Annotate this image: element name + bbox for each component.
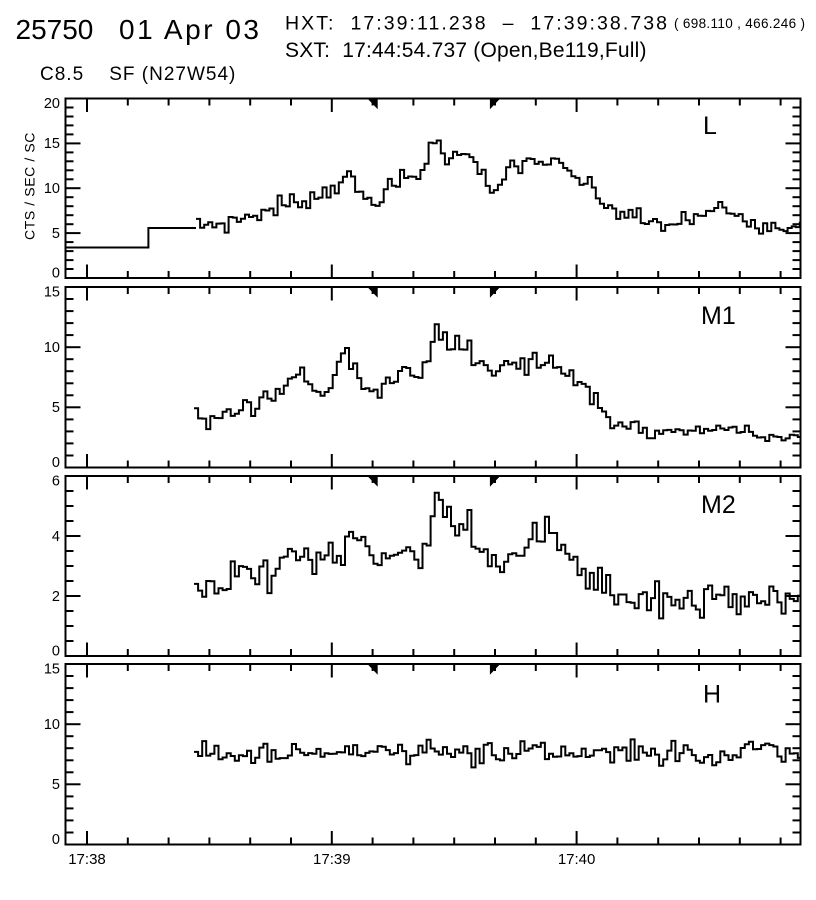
svg-text:5: 5 bbox=[52, 400, 60, 416]
svg-text:20: 20 bbox=[44, 96, 60, 112]
svg-text:15: 15 bbox=[44, 662, 60, 678]
svg-text:10: 10 bbox=[44, 181, 60, 197]
svg-text:01 Apr 03: 01 Apr 03 bbox=[119, 14, 259, 45]
svg-text:17:40: 17:40 bbox=[558, 851, 596, 868]
svg-text:25750: 25750 bbox=[16, 14, 94, 45]
svg-text:17:39: 17:39 bbox=[313, 851, 351, 868]
svg-text:SXT: 17:44:54.737 (Open,Be119: SXT: 17:44:54.737 (Open,Be119,Full) bbox=[285, 39, 647, 62]
svg-text:15: 15 bbox=[44, 136, 60, 152]
svg-text:HXT: 17:39:11.238 – 17:39:3: HXT: 17:39:11.238 – 17:39:38.738 bbox=[285, 13, 667, 35]
svg-text:M1: M1 bbox=[701, 302, 736, 330]
svg-text:15: 15 bbox=[44, 285, 60, 301]
svg-text:C8.5 SF (N27W54): C8.5 SF (N27W54) bbox=[40, 64, 236, 85]
svg-text:H: H bbox=[703, 681, 721, 709]
svg-text:4: 4 bbox=[52, 529, 60, 545]
svg-text:6: 6 bbox=[52, 474, 60, 490]
svg-text:10: 10 bbox=[44, 717, 60, 733]
svg-text:17:38: 17:38 bbox=[68, 851, 106, 868]
svg-text:2: 2 bbox=[52, 589, 60, 605]
svg-text:10: 10 bbox=[44, 340, 60, 356]
svg-text:L: L bbox=[703, 112, 717, 140]
svg-text:5: 5 bbox=[52, 226, 60, 242]
svg-text:CTS / SEC / SC: CTS / SEC / SC bbox=[22, 132, 38, 240]
svg-text:5: 5 bbox=[52, 777, 60, 793]
svg-text:0: 0 bbox=[52, 455, 60, 471]
svg-text:M2: M2 bbox=[701, 491, 736, 519]
svg-text:0: 0 bbox=[52, 266, 60, 282]
svg-text:0: 0 bbox=[52, 832, 60, 848]
svg-text:0: 0 bbox=[52, 644, 60, 660]
svg-text:( 698.110 , 466.246 ): ( 698.110 , 466.246 ) bbox=[674, 16, 805, 31]
